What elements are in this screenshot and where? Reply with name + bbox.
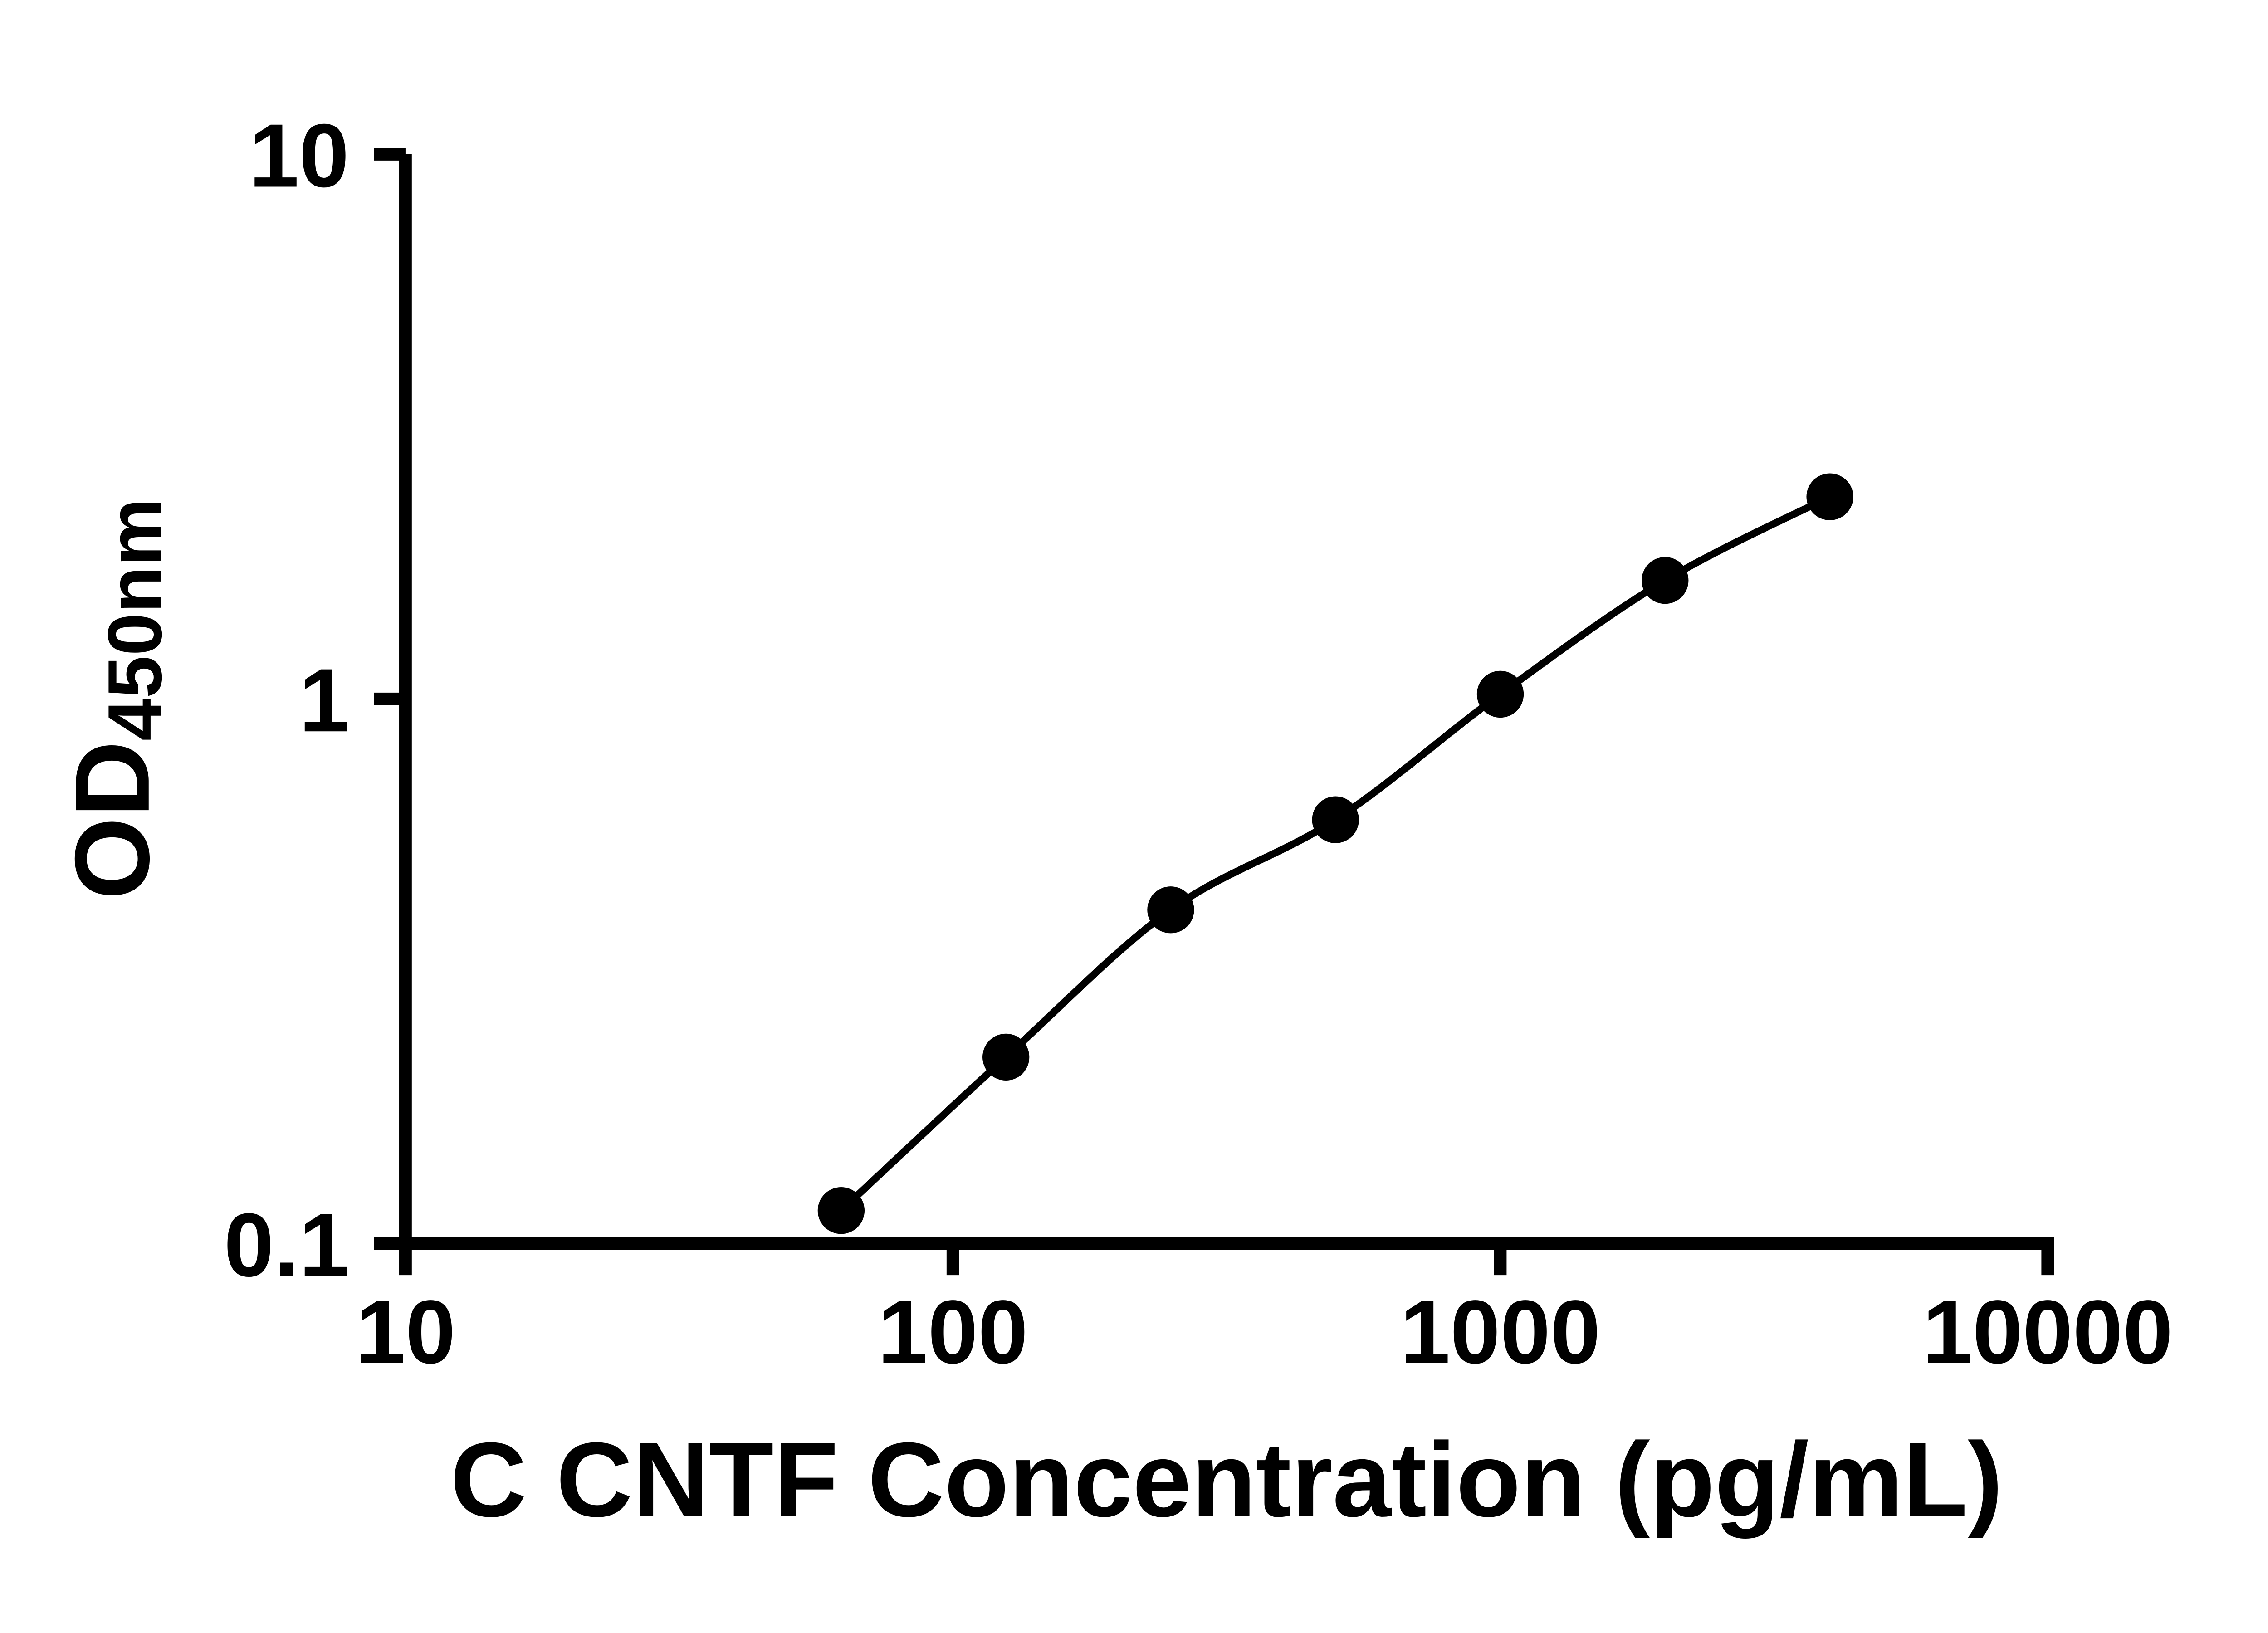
y-axis-title: OD450nm bbox=[54, 498, 178, 900]
x-tick-label: 10 bbox=[355, 1282, 455, 1383]
y-tick-label: 1 bbox=[299, 650, 349, 751]
data-point-marker bbox=[1147, 886, 1194, 934]
y-tick-label: 10 bbox=[249, 105, 349, 206]
data-point-marker bbox=[817, 1187, 865, 1234]
data-point-marker bbox=[1312, 796, 1359, 843]
data-point-marker bbox=[982, 1033, 1030, 1081]
x-axis-title: C CNTF Concentration (pg/mL) bbox=[450, 1421, 2003, 1539]
data-point-marker bbox=[1642, 557, 1689, 604]
y-tick-label: 0.1 bbox=[224, 1195, 349, 1296]
x-tick-label: 10000 bbox=[1922, 1282, 2173, 1383]
standard-curve-line bbox=[838, 494, 1832, 1213]
x-tick-label: 1000 bbox=[1400, 1282, 1601, 1383]
data-point-marker bbox=[1476, 670, 1524, 718]
x-tick-label: 100 bbox=[878, 1282, 1028, 1383]
data-point-marker bbox=[1806, 473, 1853, 520]
